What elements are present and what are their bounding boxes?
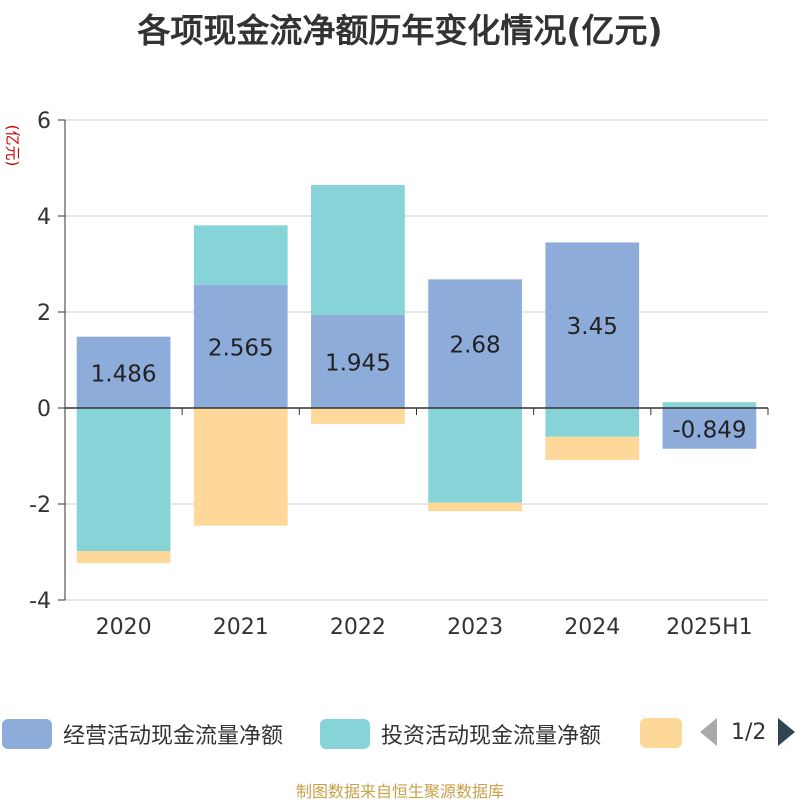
bar-1-2021 [193, 284, 288, 408]
bar-3-2022 [311, 408, 405, 424]
bar-2-2023 [428, 408, 522, 503]
x-tick-label: 2024 [564, 615, 620, 640]
legend-label-investing: 投资活动现金流量净额 [381, 724, 602, 749]
data-label-2025H1: -0.849 [672, 417, 746, 443]
chart-plot: 6 4 2 0 -2 -4 1.486 2.565 1.945 2.68 3.45 -0.849 202… [29, 109, 769, 640]
data-label-2023: 2.68 [449, 333, 500, 359]
data-source-note: 制图数据来自恒生聚源数据库 [295, 782, 504, 801]
bar-2-2022 [311, 185, 405, 315]
y-tick-label: 4 [37, 205, 51, 230]
legend-label-operating: 经营活动现金流量净额 [63, 724, 284, 749]
chart-title: 各项现金流净额历年变化情况(亿元) [137, 11, 663, 50]
bar-1-2025H1 [662, 408, 757, 449]
x-tick-label: 2022 [330, 615, 386, 640]
legend-swatch-operating [2, 719, 52, 749]
bar-2-2024 [545, 408, 640, 437]
bar-3-2021 [193, 408, 288, 526]
data-label-2021: 2.565 [208, 335, 274, 361]
bar-3-2020 [76, 551, 171, 564]
legend-next-arrow-icon[interactable] [778, 718, 796, 746]
legend-prev-arrow-icon[interactable] [700, 718, 717, 746]
legend-item-financing[interactable] [640, 718, 682, 748]
data-label-2024: 3.45 [567, 314, 618, 340]
bar-2-2020 [76, 408, 171, 552]
legend-page-indicator: 1/2 [731, 719, 767, 745]
y-tick-label: 2 [37, 301, 51, 326]
legend-swatch-financing [640, 718, 682, 748]
bar-1-2023 [428, 279, 522, 408]
legend-pager: 1/2 [700, 718, 796, 746]
y-tick-label: 6 [37, 109, 51, 134]
bar-1-2024 [545, 242, 640, 408]
legend-item-operating[interactable]: 经营活动现金流量净额 [2, 718, 283, 750]
bar-3-2024 [545, 436, 640, 460]
x-tick-label: 2023 [447, 615, 503, 640]
legend-swatch-investing [320, 719, 370, 749]
legend: 经营活动现金流量净额 投资活动现金流量净额 [0, 712, 800, 756]
bar-2-2021 [193, 225, 288, 285]
y-axis-label: (亿元) [3, 124, 22, 167]
data-label-2020: 1.486 [91, 361, 157, 387]
y-tick-label: -2 [29, 493, 51, 518]
x-tick-label: 2021 [213, 615, 269, 640]
legend-item-investing[interactable]: 投资活动现金流量净额 [320, 718, 601, 750]
bar-3-2023 [428, 502, 522, 512]
y-tick-label: -4 [29, 589, 51, 614]
bar-1-2022 [311, 314, 405, 408]
bar-2-2025H1 [662, 402, 757, 408]
x-tick-label: 2020 [96, 615, 152, 640]
data-label-2022: 1.945 [325, 350, 391, 376]
x-tick-label: 2025H1 [666, 615, 753, 640]
y-tick-label: 0 [37, 397, 51, 422]
bar-1-2020 [76, 336, 171, 408]
